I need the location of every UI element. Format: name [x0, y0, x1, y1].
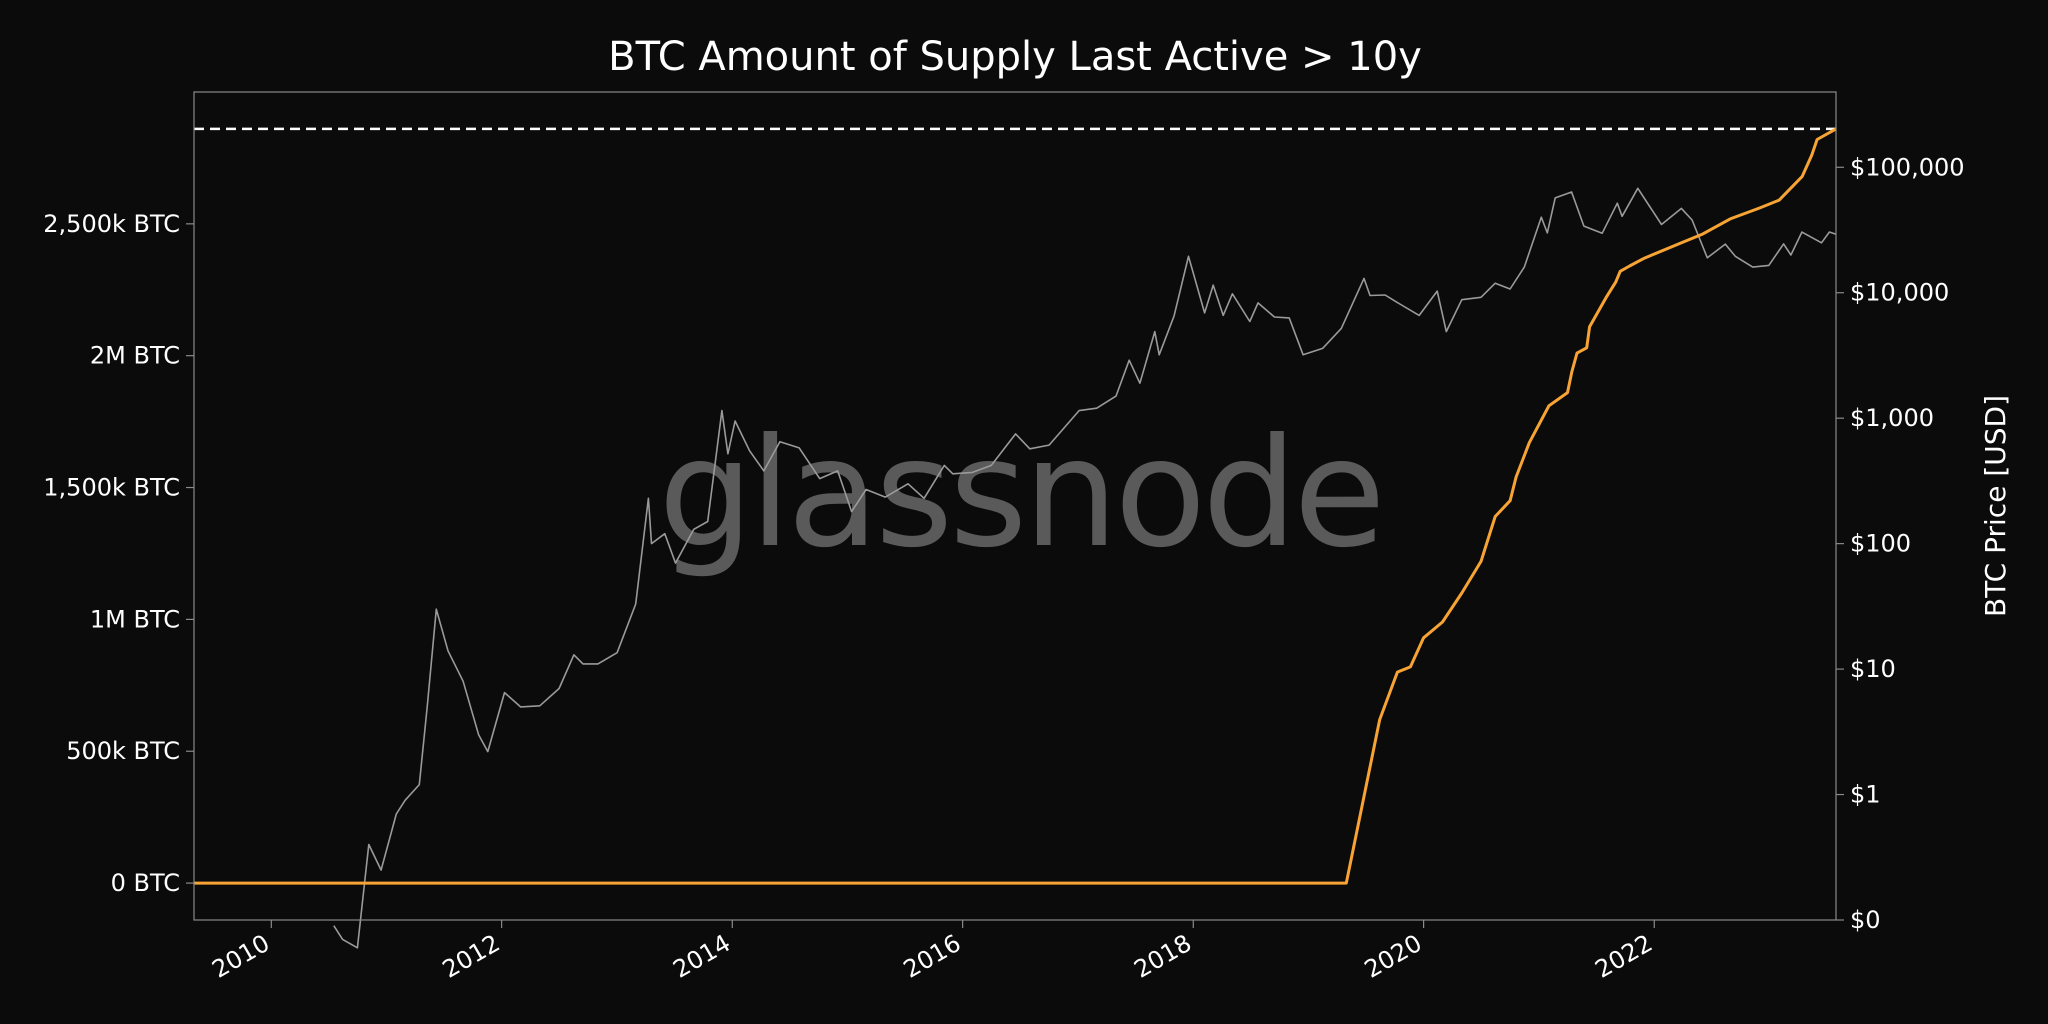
left-tick-label: 2M BTC — [90, 342, 180, 370]
left-tick-label: 0 BTC — [111, 869, 180, 897]
left-tick-label: 1M BTC — [90, 605, 180, 633]
right-tick-label: $10,000 — [1850, 279, 1949, 307]
left-tick-label: 2,500k BTC — [43, 210, 180, 238]
watermark-logo: glassnode — [658, 407, 1381, 581]
left-axis: 0 BTC 500k BTC 1M BTC 1,500k BTC 2M BTC 2,500… — [43, 210, 194, 897]
chart-title: BTC Amount of Supply Last Active > 10y — [608, 34, 1422, 80]
right-tick-label: $100 — [1850, 530, 1911, 558]
plot-frame — [193, 91, 1837, 921]
right-axis: $0 $1 $10 $100 $1,000 $10,000 $100,000 — [1836, 153, 1965, 934]
right-tick-label: $100,000 — [1850, 153, 1965, 181]
right-tick-label: $1 — [1850, 781, 1881, 809]
right-tick-label: $1,000 — [1850, 404, 1934, 432]
right-tick-label: $10 — [1850, 655, 1896, 683]
price-line — [333, 187, 1837, 949]
plot-area — [194, 127, 1837, 949]
left-tick-label: 1,500k BTC — [43, 474, 180, 502]
right-tick-label: $0 — [1850, 906, 1881, 934]
right-axis-label: BTC Price [USD] — [1979, 395, 2012, 617]
left-tick-label: 500k BTC — [66, 737, 180, 765]
supply-line — [194, 127, 1837, 885]
